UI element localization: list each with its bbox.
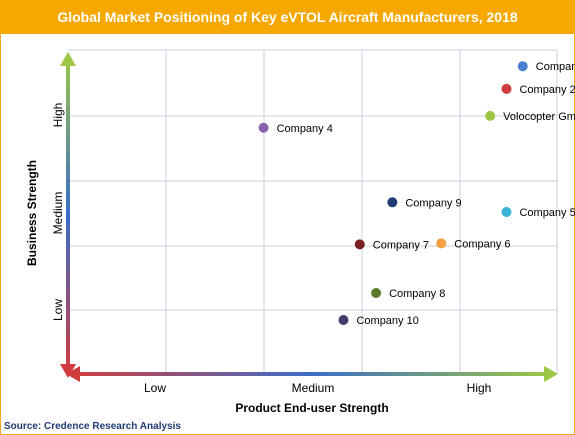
point-company-9 [387, 197, 398, 208]
x-tick-label-high: High [467, 381, 492, 395]
y-tick-label-high: High [51, 103, 65, 128]
x-axis-arrow-right [544, 366, 558, 382]
data-points: Company 1 Company 2 Volocopter GmbH Company… [258, 61, 575, 327]
axes [60, 52, 558, 382]
point-company-8 [371, 288, 382, 298]
point-volocopter-gmbh [485, 110, 496, 121]
chart-title: Global Market Positioning of Key eVTOL A… [0, 0, 575, 34]
point-label-company-5: Company 5 [519, 207, 575, 219]
grid-lines [68, 49, 558, 374]
point-label-volocopter-gmbh: Volocopter GmbH [503, 111, 575, 123]
point-label-company-4: Company 4 [277, 123, 333, 135]
point-company-2 [501, 83, 512, 94]
x-tick-label-low: Low [144, 381, 166, 395]
point-label-company-9: Company 9 [405, 197, 461, 209]
point-company-1 [517, 61, 528, 72]
point-label-company-1: Company 1 [536, 61, 575, 73]
y-axis-arrow-down [60, 364, 76, 378]
point-company-4 [258, 122, 269, 133]
x-axis-line [72, 372, 548, 376]
point-company-5 [501, 207, 512, 217]
y-axis-line [66, 56, 70, 374]
y-axis-label: Business Strength [25, 160, 39, 266]
point-label-company-8: Company 8 [389, 288, 445, 300]
x-axis-label: Product End-user Strength [235, 401, 388, 415]
point-company-10 [338, 315, 349, 325]
y-tick-label-medium: Medium [51, 192, 65, 235]
source-note: Source: Credence Research Analysis [4, 421, 181, 432]
tick-labels: Low Medium High Low Medium High [51, 103, 491, 395]
point-label-company-6: Company 6 [454, 238, 510, 250]
point-company-6 [436, 238, 447, 249]
y-axis-arrow-up [60, 52, 76, 66]
x-axis-arrow-left [66, 366, 80, 382]
y-tick-label-low: Low [51, 299, 65, 321]
point-label-company-10: Company 10 [356, 315, 418, 327]
point-label-company-2: Company 2 [519, 84, 575, 96]
point-company-7 [354, 239, 365, 250]
point-label-company-7: Company 7 [373, 239, 429, 251]
x-tick-label-medium: Medium [292, 381, 335, 395]
